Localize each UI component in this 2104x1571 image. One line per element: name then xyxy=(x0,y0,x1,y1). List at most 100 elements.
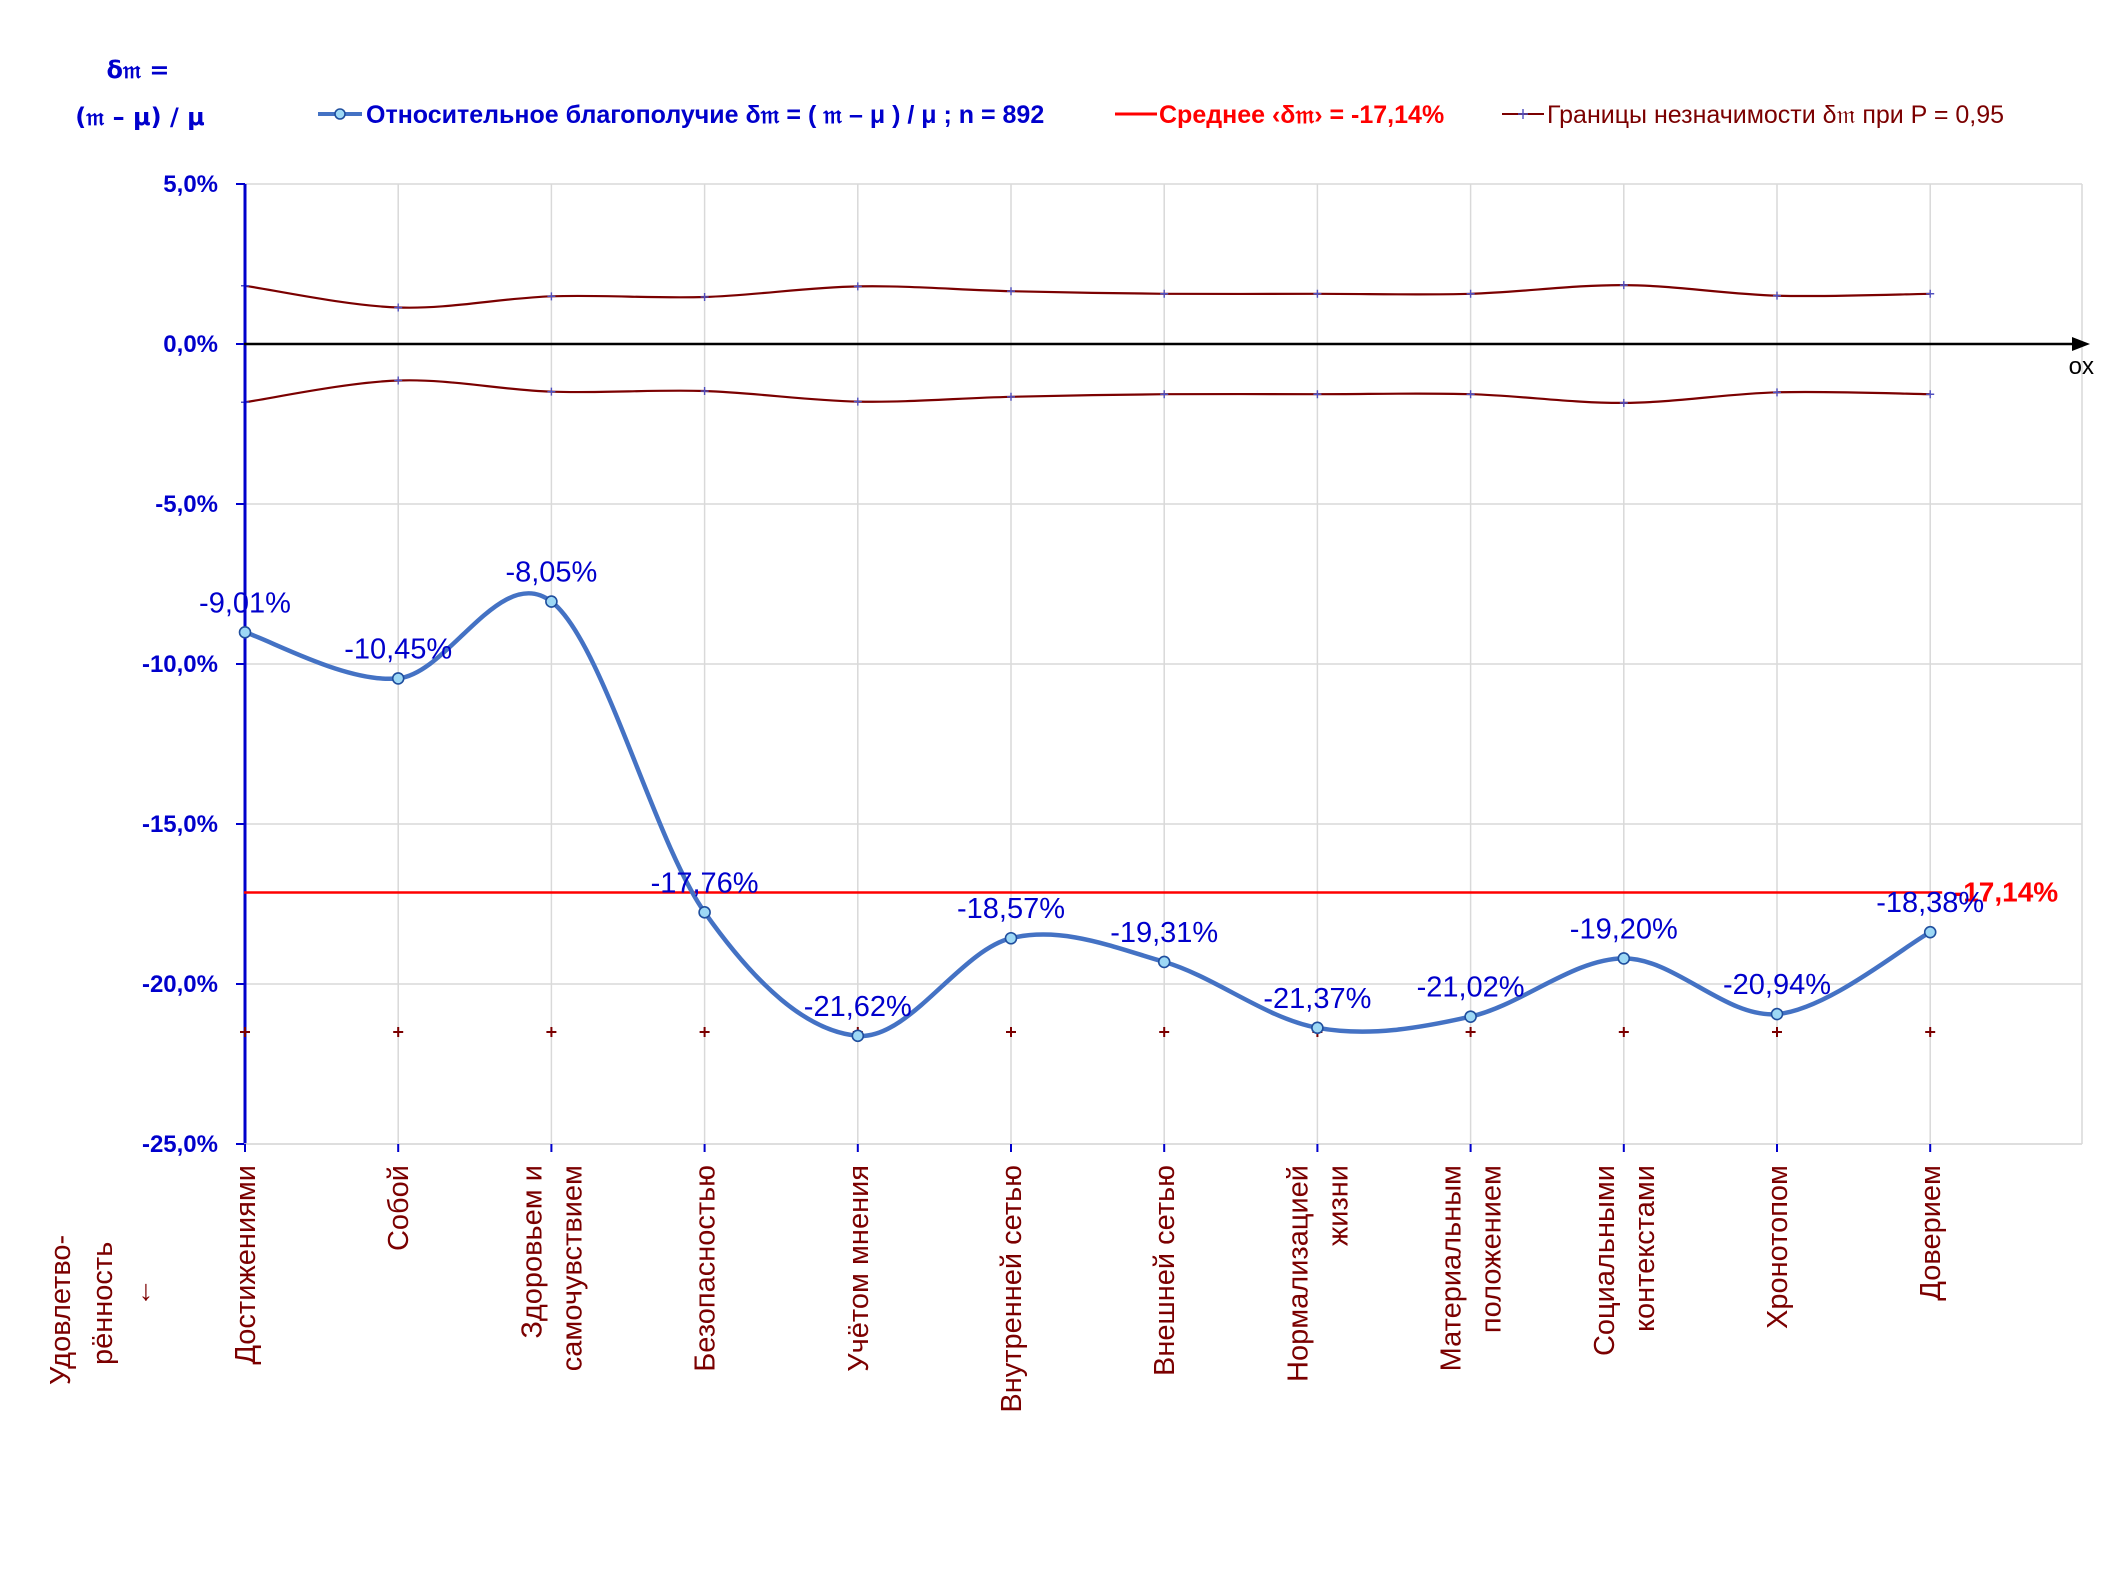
bound-marker-14 xyxy=(547,387,556,396)
category-label-5-0: Внутренней сетью xyxy=(996,1165,1028,1413)
bound-marker-18 xyxy=(1160,390,1169,399)
y-axis-title-line1: δ𝔪 = xyxy=(106,56,169,84)
data-label-5: -18,57% xyxy=(957,893,1065,925)
data-labels: -9,01% -10,45% -8,05% -17,76% -21,62% -18,57%… xyxy=(199,557,1984,1023)
bottom-marker-5 xyxy=(1006,1027,1016,1037)
legend: Относительное благополучие δ𝔪 = ( 𝔪 – μ … xyxy=(318,101,2004,129)
upper-bound-line xyxy=(244,283,1931,309)
data-label-11: -18,38% xyxy=(1876,887,1984,919)
bound-marker-9 xyxy=(1619,281,1628,290)
y-axis-ticks: 5,0% 0,0% -5,0% -10,0% -15,0% -20,0% -25,0% xyxy=(142,171,245,1158)
category-label-0-0: Достижениями xyxy=(230,1165,262,1365)
legend-swatch-bounds-marker xyxy=(1518,109,1528,119)
y-tick-label-1: 0,0% xyxy=(163,331,218,358)
y-tick-label-4: -15,0% xyxy=(142,811,218,838)
bound-marker-8 xyxy=(1466,289,1475,298)
data-label-6: -19,31% xyxy=(1110,917,1218,949)
category-label-9-1: контекстами xyxy=(1629,1165,1661,1332)
data-label-4: -21,62% xyxy=(804,991,912,1023)
data-point-5 xyxy=(1004,931,1018,945)
legend-label-bounds: Границы незначимости δ𝔪 при P = 0,95 xyxy=(1547,101,2004,129)
bound-marker-15 xyxy=(700,387,709,396)
y-tick-label-0: 5,0% xyxy=(163,171,218,198)
mean-value-label: -17,14% xyxy=(1954,876,2058,907)
row-label-line1: Удовлетво- xyxy=(45,1235,77,1385)
row-label-arrow: ↓ xyxy=(139,1275,154,1307)
main-series-line xyxy=(244,591,1932,1039)
bottom-markers xyxy=(240,1027,1936,1037)
bound-marker-22 xyxy=(1773,388,1781,397)
legend-label-main: Относительное благополучие δ𝔪 = ( 𝔪 – μ … xyxy=(366,101,1044,129)
data-point-2 xyxy=(545,595,558,608)
bound-marker-3 xyxy=(700,292,709,301)
category-label-4-0: Учётом мнения xyxy=(843,1165,875,1372)
lower-bound-line xyxy=(244,379,1931,405)
category-label-7-1: жизни xyxy=(1322,1165,1354,1246)
category-label-8-1: положением xyxy=(1476,1165,1508,1333)
y-tick-label-3: -10,0% xyxy=(142,651,218,678)
category-label-2-0: Здоровьем и xyxy=(516,1165,548,1339)
bottom-marker-0 xyxy=(240,1027,250,1037)
data-label-8: -21,02% xyxy=(1417,972,1525,1004)
data-point-3 xyxy=(698,906,711,919)
y-tick-label-5: -20,0% xyxy=(142,971,218,998)
bottom-marker-8 xyxy=(1465,1027,1476,1037)
data-point-8 xyxy=(1464,1010,1477,1023)
bound-marker-13 xyxy=(394,376,403,385)
significance-bounds xyxy=(241,281,1935,407)
y-tick-label-2: -5,0% xyxy=(155,491,218,518)
data-point-1 xyxy=(391,672,405,685)
data-point-11 xyxy=(1923,925,1937,939)
category-label-3-0: Безопасностью xyxy=(690,1165,722,1372)
bound-marker-16 xyxy=(853,397,862,406)
bottom-marker-10 xyxy=(1772,1027,1782,1037)
data-label-2: -8,05% xyxy=(505,557,597,589)
data-point-6 xyxy=(1157,955,1171,969)
axes: ox xyxy=(243,184,2094,1152)
y-axis-title-line2: (𝔪 – μ) / μ xyxy=(75,103,205,131)
bound-marker-21 xyxy=(1619,398,1628,407)
category-label-8-0: Материальным xyxy=(1436,1165,1468,1371)
data-label-0: -9,01% xyxy=(199,587,291,619)
x-axis-marker-label: ox xyxy=(2069,353,2094,380)
bottom-marker-3 xyxy=(699,1027,710,1037)
legend-label-mean: Среднее ‹δ𝔪› = -17,14% xyxy=(1159,101,1444,129)
bound-marker-11 xyxy=(1926,289,1935,298)
legend-swatch-marker-main xyxy=(334,108,346,120)
data-label-10: -20,94% xyxy=(1723,969,1831,1001)
bottom-marker-6 xyxy=(1159,1027,1170,1037)
x-axis-arrow xyxy=(2072,337,2090,351)
data-point-7 xyxy=(1311,1021,1324,1035)
bound-marker-2 xyxy=(547,292,556,301)
bound-marker-1 xyxy=(394,303,403,312)
category-label-2-1: самочувствием xyxy=(556,1165,588,1371)
data-label-9: -19,20% xyxy=(1570,913,1678,945)
bottom-marker-9 xyxy=(1618,1027,1629,1037)
category-labels: Достижениями Собой Здоровьем и самочувствие… xyxy=(230,1165,1947,1413)
data-point-10 xyxy=(1770,1007,1784,1021)
bottom-marker-1 xyxy=(393,1027,404,1037)
bound-marker-7 xyxy=(1313,289,1322,298)
bound-marker-10 xyxy=(1773,291,1781,300)
bound-marker-23 xyxy=(1926,390,1935,399)
category-label-1-0: Собой xyxy=(383,1165,415,1251)
category-label-11-0: Доверием xyxy=(1915,1165,1947,1301)
data-label-7: -21,37% xyxy=(1263,983,1371,1015)
data-point-0 xyxy=(238,626,252,639)
mean-line-group: -17,14% xyxy=(244,876,2058,907)
category-label-9-0: Социальными xyxy=(1589,1165,1621,1356)
y-tick-label-6: -25,0% xyxy=(142,1131,218,1158)
category-label-7-0: Нормализацией xyxy=(1282,1165,1314,1382)
data-point-4 xyxy=(851,1029,865,1043)
row-label-line2: рённость xyxy=(87,1242,119,1365)
bound-marker-6 xyxy=(1160,289,1169,298)
bound-marker-4 xyxy=(853,282,862,291)
data-label-3: -17,76% xyxy=(651,867,759,899)
bound-marker-17 xyxy=(1007,392,1015,401)
bottom-marker-11 xyxy=(1925,1027,1936,1037)
bound-marker-5 xyxy=(1007,287,1015,296)
bound-marker-19 xyxy=(1313,390,1322,399)
bottom-marker-2 xyxy=(546,1027,557,1037)
bound-marker-20 xyxy=(1466,390,1475,399)
